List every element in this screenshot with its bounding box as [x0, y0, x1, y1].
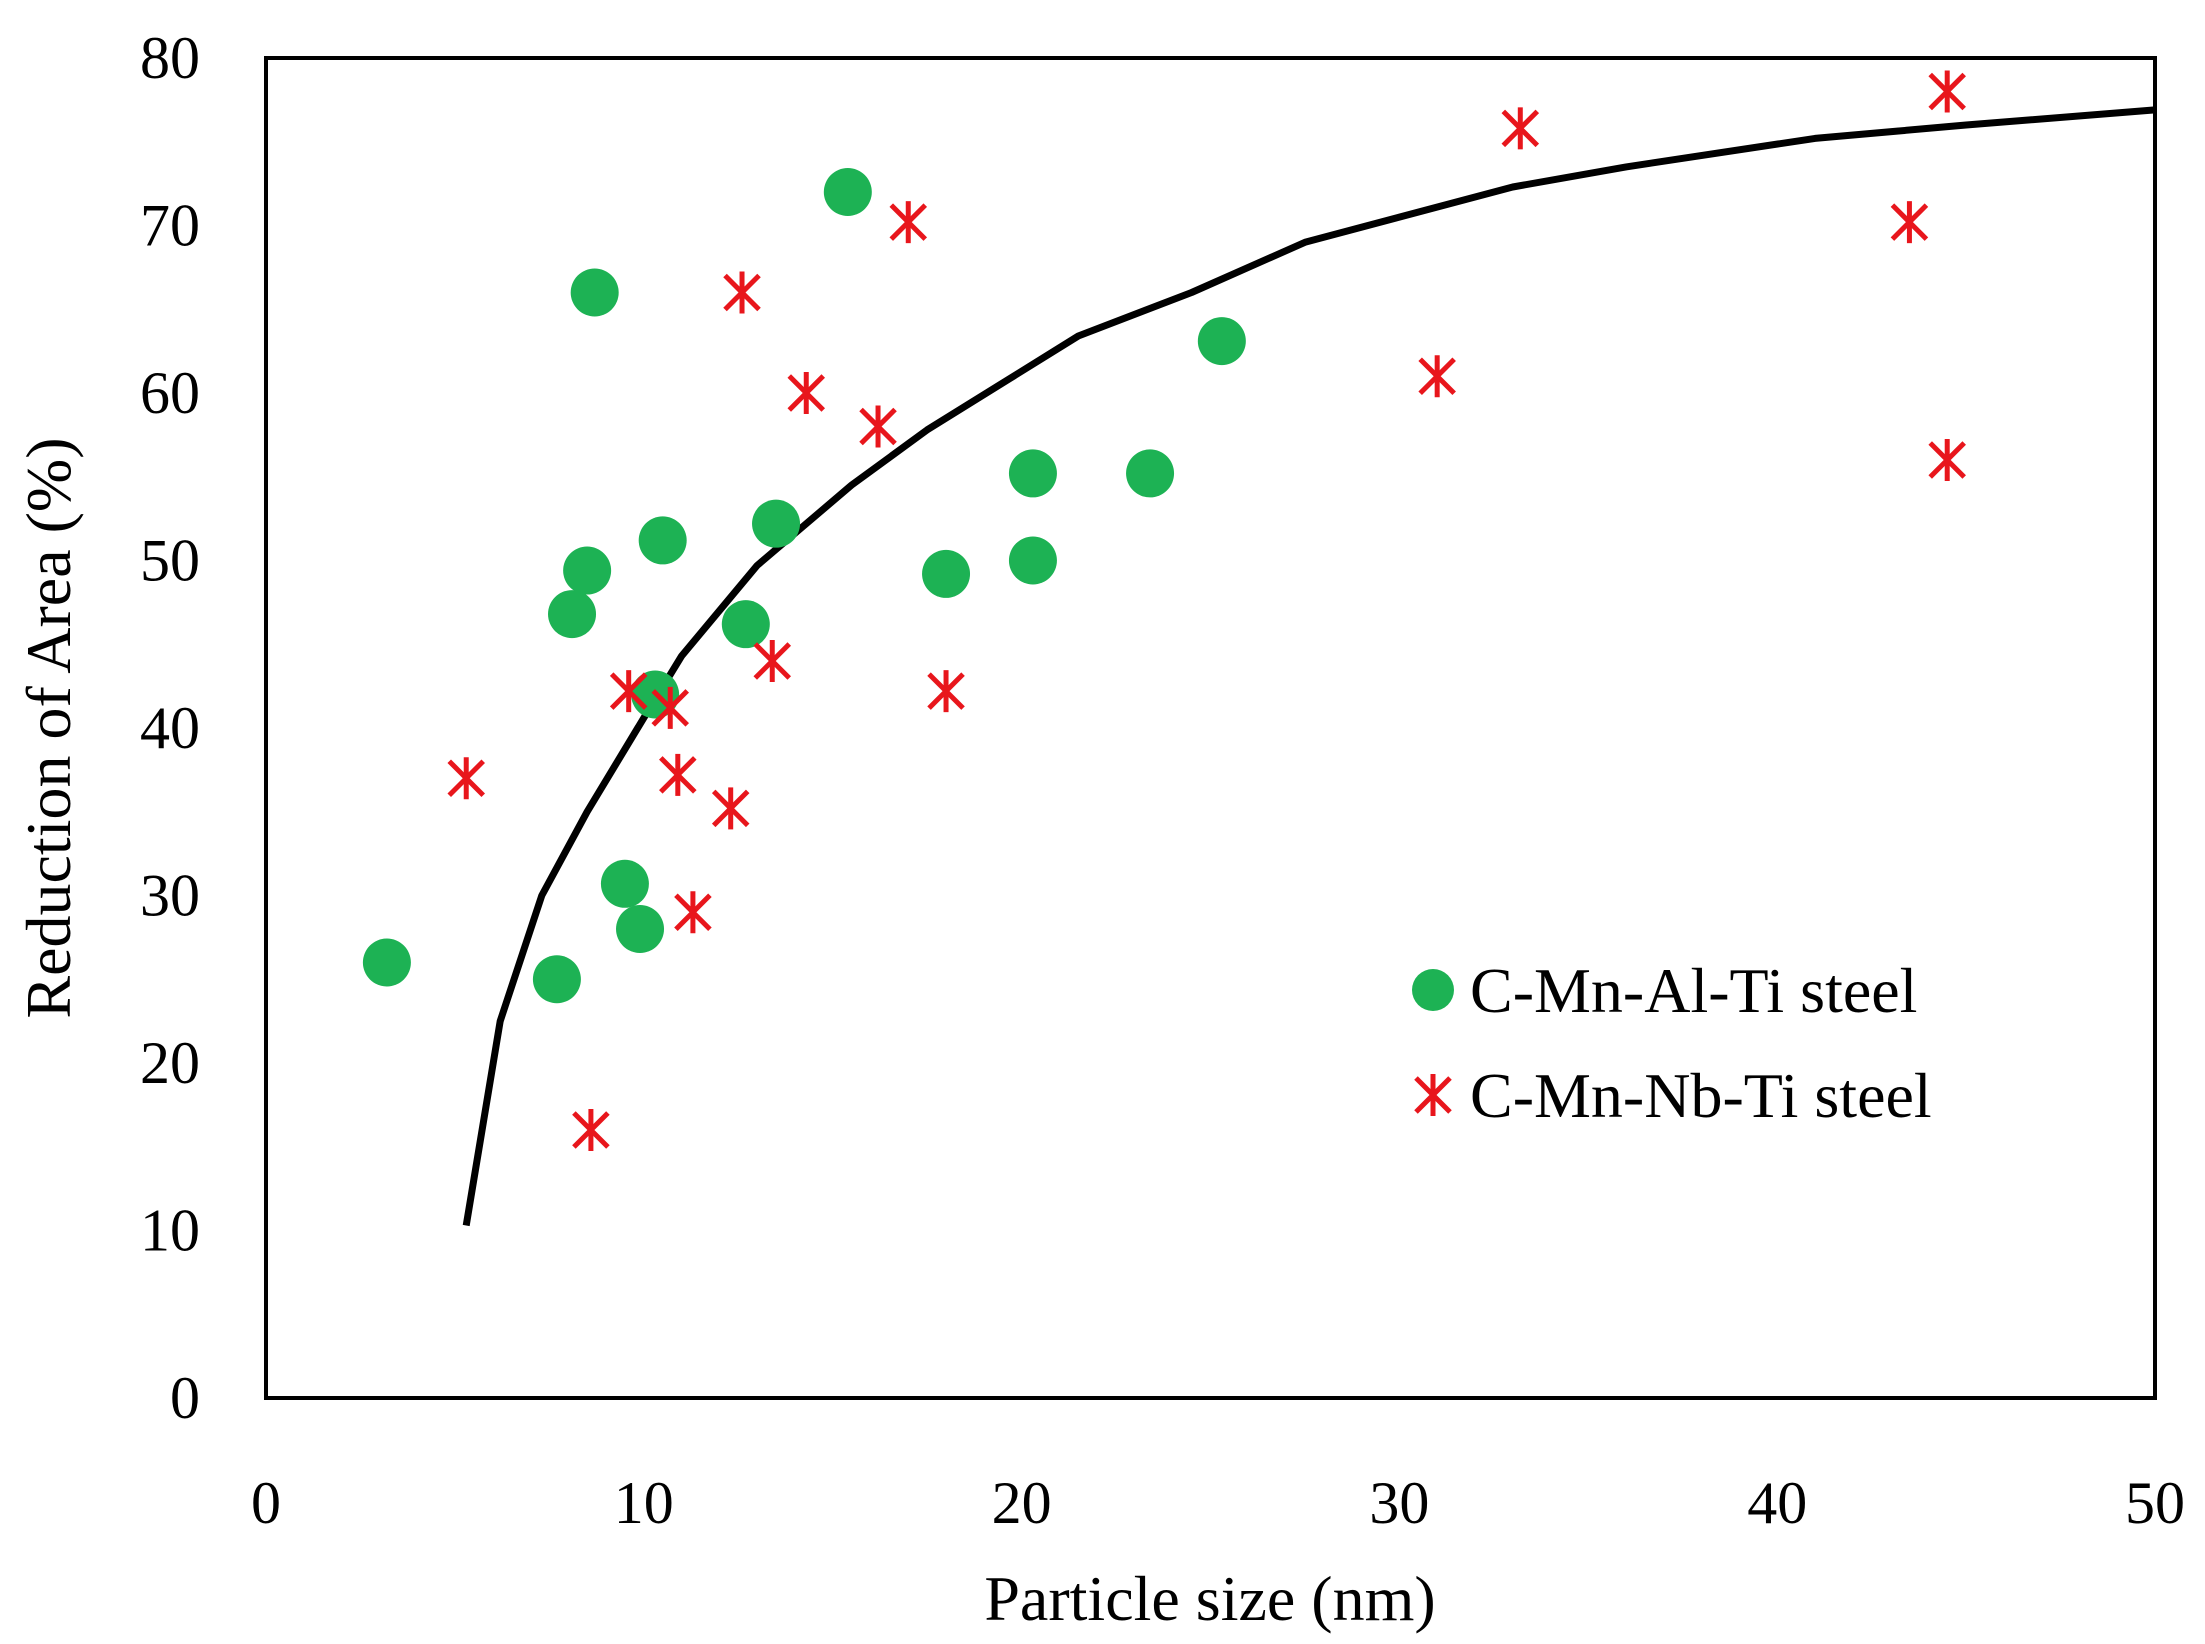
- point-c-mn-nb-ti: [723, 271, 761, 314]
- legend-marker-circle: [1412, 969, 1454, 1011]
- point-c-mn-nb-ti: [889, 201, 928, 244]
- point-c-mn-al-ti: [563, 546, 612, 595]
- legend: C-Mn-Al-Ti steel C-Mn-Nb-Ti steel: [1412, 955, 1932, 1131]
- point-c-mn-nb-ti: [859, 405, 897, 448]
- point-c-mn-al-ti: [600, 859, 649, 908]
- y-tick-label: 60: [140, 360, 200, 426]
- point-c-mn-al-ti: [362, 938, 411, 987]
- legend-asterisk-glyph: [1414, 1074, 1452, 1116]
- point-c-mn-nb-ti: [659, 753, 697, 796]
- legend-marker-asterisk: [1414, 1074, 1452, 1116]
- fit-curve-layer: [462, 106, 2156, 1227]
- point-c-mn-al-ti: [721, 600, 770, 649]
- point-c-mn-al-ti: [1126, 449, 1175, 498]
- y-tick-label: 10: [140, 1198, 200, 1264]
- point-c-mn-nb-ti: [609, 670, 648, 713]
- point-c-mn-al-ti: [1008, 449, 1057, 498]
- y-tick-label: 30: [140, 863, 200, 929]
- y-tick-label: 0: [170, 1365, 200, 1431]
- y-tick-label: 70: [140, 193, 200, 259]
- plot-frame: [264, 56, 2157, 1400]
- x-tick-label: 30: [1369, 1470, 1429, 1536]
- point-c-mn-nb-ti: [1890, 201, 1929, 244]
- point-c-mn-nb-ti: [447, 757, 486, 800]
- y-tick-label: 40: [140, 695, 200, 761]
- fit-curve-line: [462, 106, 2156, 1227]
- legend-label-nb-ti: C-Mn-Nb-Ti steel: [1470, 1060, 1932, 1131]
- data-points-layer: [362, 70, 1966, 1151]
- x-tick-label: 40: [1747, 1470, 1807, 1536]
- x-axis-tick-labels: 0 10 20 30 40 50: [251, 1470, 2185, 1536]
- x-tick-label: 10: [614, 1470, 674, 1536]
- point-c-mn-nb-ti: [1418, 355, 1456, 398]
- point-c-mn-nb-ti: [927, 670, 965, 713]
- point-c-mn-nb-ti: [1928, 70, 1966, 113]
- x-axis-title: Particle size (nm): [984, 1563, 1435, 1634]
- point-c-mn-nb-ti: [674, 891, 712, 934]
- legend-label-al-ti: C-Mn-Al-Ti steel: [1470, 955, 1917, 1026]
- point-c-mn-al-ti: [616, 905, 665, 953]
- point-c-mn-nb-ti: [1928, 439, 1966, 481]
- point-c-mn-al-ti: [1008, 536, 1057, 585]
- y-axis-title: Reduction of Area (%): [13, 437, 84, 1018]
- point-c-mn-nb-ti: [711, 787, 750, 830]
- y-tick-label: 20: [140, 1030, 200, 1096]
- point-c-mn-al-ti: [922, 549, 971, 598]
- point-c-mn-al-ti: [548, 590, 597, 639]
- point-c-mn-al-ti: [532, 955, 581, 1004]
- x-tick-label: 20: [992, 1470, 1052, 1536]
- y-tick-label: 50: [140, 528, 200, 594]
- point-c-mn-al-ti: [638, 516, 687, 565]
- point-c-mn-nb-ti: [572, 1109, 610, 1151]
- point-c-mn-nb-ti: [787, 372, 826, 414]
- point-c-mn-al-ti: [570, 268, 619, 317]
- point-c-mn-nb-ti: [651, 686, 690, 729]
- y-axis-tick-labels: 0 10 20 30 40 50 60 70 80: [140, 25, 200, 1431]
- point-c-mn-al-ti: [823, 168, 872, 216]
- point-c-mn-al-ti: [752, 499, 801, 548]
- y-tick-label: 80: [140, 25, 200, 91]
- x-tick-label: 50: [2125, 1470, 2185, 1536]
- point-c-mn-al-ti: [1197, 317, 1246, 366]
- point-c-mn-nb-ti: [1501, 107, 1540, 150]
- x-tick-label: 0: [251, 1470, 281, 1536]
- point-c-mn-nb-ti: [753, 640, 792, 682]
